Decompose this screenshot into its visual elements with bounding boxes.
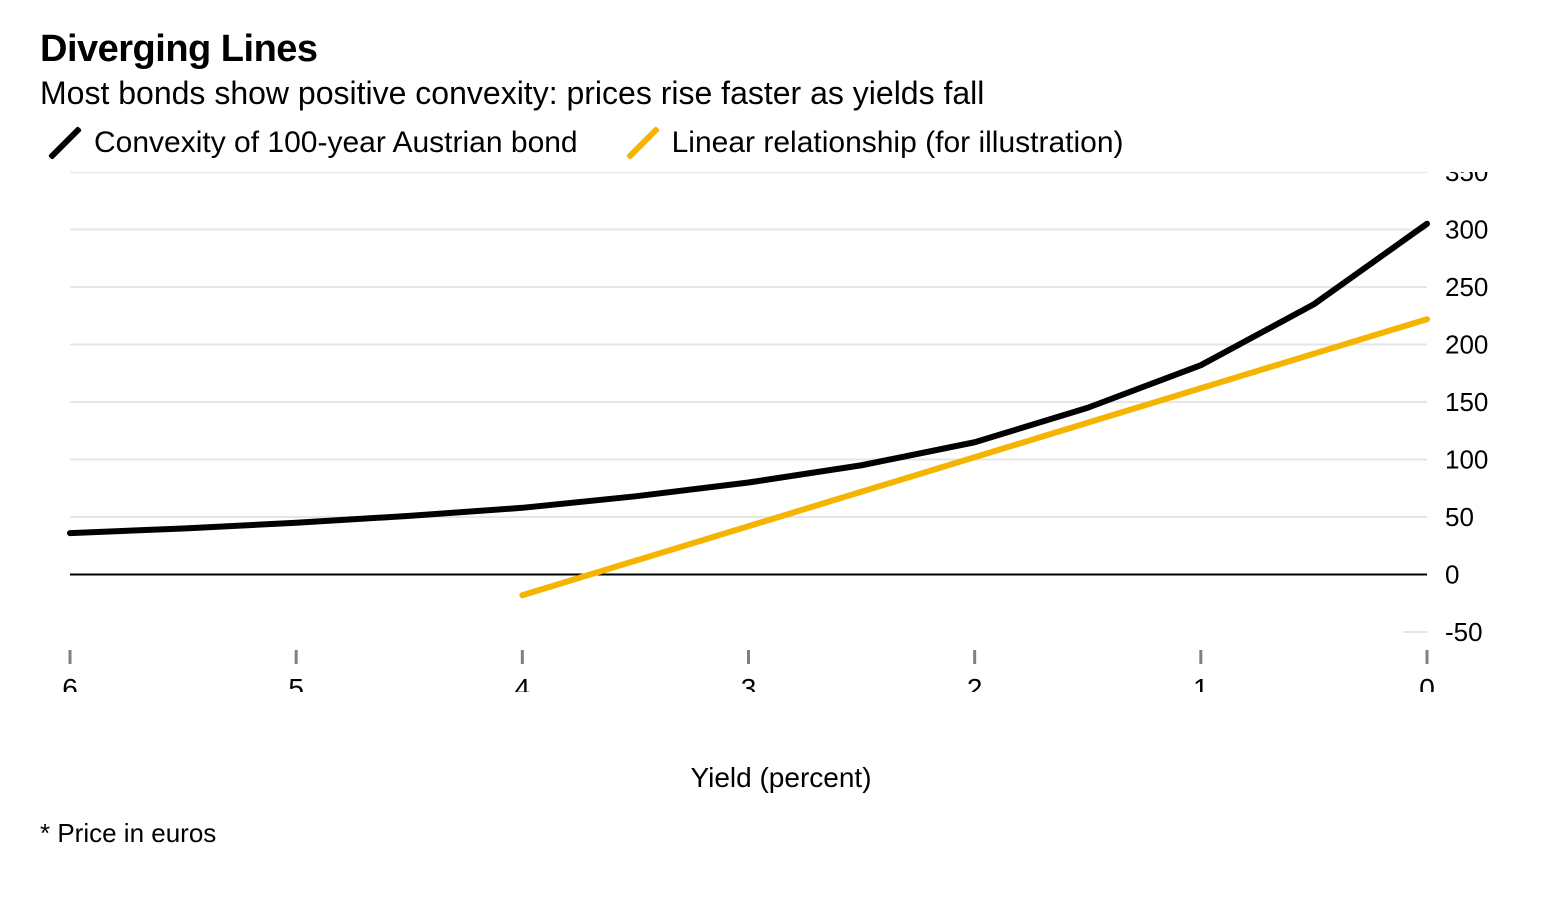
legend-swatch-icon — [626, 126, 660, 160]
chart-title: Diverging Lines — [40, 28, 1522, 71]
plot-area: -50 0 50 100 150 200 250 300 350 * 6 5 4 3 2 1 0 Yield … — [40, 172, 1522, 794]
y-tick-label: 250 — [1445, 272, 1488, 302]
chart-container: Diverging Lines Most bonds show positive… — [0, 0, 1562, 910]
y-tick-label: 100 — [1445, 445, 1488, 475]
series-linear — [522, 319, 1427, 595]
legend: Convexity of 100-year Austrian bond Line… — [40, 126, 1522, 160]
y-tick-label: 350 * — [1445, 172, 1506, 187]
legend-item-convexity: Convexity of 100-year Austrian bond — [40, 126, 578, 160]
x-tick-label: 4 — [515, 673, 531, 692]
y-tick-label: 200 — [1445, 330, 1488, 360]
legend-swatch-icon — [48, 126, 82, 160]
x-tick-label: 1 — [1193, 673, 1209, 692]
legend-item-linear: Linear relationship (for illustration) — [618, 126, 1124, 160]
footnote: * Price in euros — [40, 818, 1522, 849]
chart-svg: -50 0 50 100 150 200 250 300 350 * 6 5 4 3 2 1 0 — [40, 172, 1522, 692]
x-tick-label: 2 — [967, 673, 983, 692]
x-tick-label: 5 — [288, 673, 304, 692]
x-tick-label: 0 — [1419, 673, 1435, 692]
x-tick-label: 3 — [741, 673, 757, 692]
legend-label: Linear relationship (for illustration) — [672, 126, 1124, 160]
y-tick-label: 50 — [1445, 502, 1474, 532]
chart-subtitle: Most bonds show positive convexity: pric… — [40, 75, 1522, 112]
legend-label: Convexity of 100-year Austrian bond — [94, 126, 578, 160]
x-tick-label: 6 — [62, 673, 78, 692]
y-tick-label: -50 — [1445, 617, 1483, 647]
y-tick-label: 150 — [1445, 387, 1488, 417]
y-tick-label: 300 — [1445, 215, 1488, 245]
x-axis-title: Yield (percent) — [40, 762, 1522, 794]
y-tick-label: 0 — [1445, 560, 1459, 590]
